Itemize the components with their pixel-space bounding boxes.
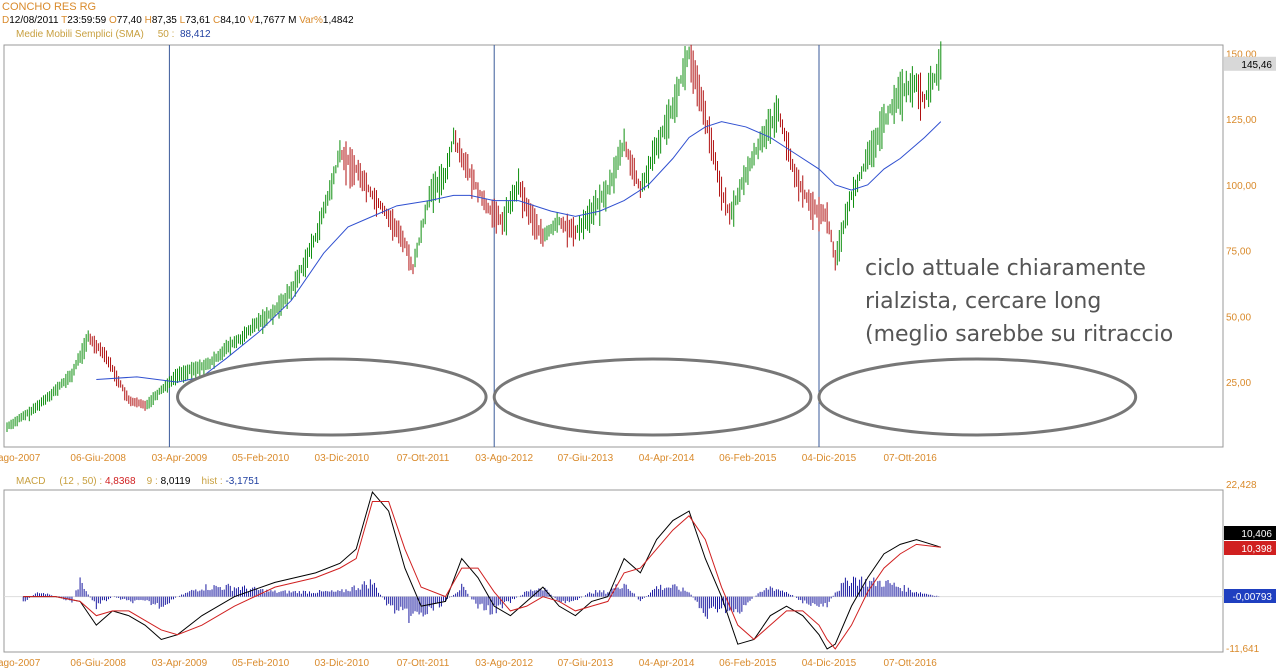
- macd-tag-label: 10,406: [1241, 529, 1272, 540]
- time-key: T: [61, 15, 68, 26]
- price-x-tick-label: 06-Giu-2008: [70, 453, 126, 464]
- last-price-tag: 145,46: [1224, 56, 1276, 71]
- high-value: 87,35: [151, 15, 177, 26]
- price-panel-frame: [3, 44, 1224, 448]
- close-value: 84,10: [220, 15, 246, 26]
- signal-line: [23, 501, 941, 650]
- macd-x-tick-label: 07-Ott-2011: [397, 658, 450, 668]
- macd-x-tick-label: 07-Giu-2013: [558, 658, 614, 668]
- sma-label: Medie Mobili Semplici (SMA): [16, 29, 144, 40]
- macd-x-tick-label: 05-Feb-2010: [232, 658, 290, 668]
- macd-x-tick-label: 03-Dic-2010: [315, 658, 370, 668]
- macd-x-tick-label: 03-Ago-2012: [475, 658, 533, 668]
- macd-params: (12 , 50) :: [59, 476, 103, 487]
- macd-x-tick-label: 07-Ott-2016: [884, 658, 938, 668]
- annotation-note: ciclo attuale chiaramente rialzista, cer…: [865, 252, 1225, 351]
- sma-legend: Medie Mobili Semplici (SMA) 50 : 88,412: [16, 29, 211, 41]
- price-x-tick-label: 07-Giu-2013: [558, 453, 614, 464]
- price-y-tick-label: 100,00: [1226, 181, 1257, 192]
- date-value: 12/08/2011: [9, 15, 59, 26]
- sma-period: 50 :: [157, 29, 175, 40]
- macd-panel-frame: [3, 489, 1224, 653]
- macd-x-axis: ago-2007 06-Giu-2008 03-Apr-2009 05-Feb-201…: [0, 658, 937, 668]
- low-key: L: [179, 15, 186, 26]
- open-value: 77,40: [116, 15, 142, 26]
- volume-key: V: [248, 15, 255, 26]
- price-x-tick-label: 04-Dic-2015: [802, 453, 857, 464]
- macd-y-tick-bottom: -11,641: [1226, 644, 1260, 655]
- macd-panel[interactable]: 22,428 -11,641 ago-2007 06-Giu-2008 03-Apr-…: [0, 480, 1276, 668]
- price-y-axis: 150,00 125,00 100,00 75,00 50,00 25,00: [1226, 49, 1257, 389]
- cycle-ellipse: [492, 357, 813, 437]
- cycle-ellipse: [817, 357, 1138, 437]
- hist-label: hist :: [201, 476, 223, 487]
- macd-value: 4,8368: [104, 476, 136, 487]
- hist-value: -3,1751: [225, 476, 260, 487]
- macd-legend: MACD (12 , 50) : 4,8368 9 : 8,0119 hist …: [16, 476, 259, 488]
- open-key: O: [108, 15, 117, 26]
- price-x-tick-label: 03-Ago-2012: [475, 453, 533, 464]
- high-key: H: [144, 15, 152, 26]
- price-panel[interactable]: 150,00 125,00 100,00 75,00 50,00 25,00 ago-20…: [0, 41, 1276, 464]
- macd-tag-box: [1224, 541, 1276, 555]
- price-x-tick-label: 07-Ott-2011: [397, 453, 450, 464]
- price-series: [6, 41, 942, 433]
- ohlc-readout: D12/08/2011 T23:59:59 O77,40 H87,35 L73,…: [2, 15, 354, 27]
- volume-value: 1,7677 M: [254, 15, 297, 26]
- macd-tag-label: -0,00793: [1233, 592, 1273, 603]
- macd-y-tick-top: 22,428: [1226, 480, 1257, 491]
- price-x-tick-label: 03-Apr-2009: [152, 453, 208, 464]
- macd-x-tick-label: 04-Apr-2014: [639, 658, 695, 668]
- macd-x-tick-label: 04-Dic-2015: [802, 658, 857, 668]
- price-y-tick-label: 125,00: [1226, 115, 1257, 126]
- signal-value: 8,0119: [160, 476, 191, 487]
- price-x-tick-label: 04-Apr-2014: [639, 453, 695, 464]
- price-x-tick-label: 03-Dic-2010: [315, 453, 370, 464]
- price-x-tick-label: 05-Feb-2010: [232, 453, 290, 464]
- time-value: 23:59:59: [67, 15, 107, 26]
- sma-series: [96, 121, 942, 383]
- low-value: 73,61: [185, 15, 211, 26]
- price-y-tick-label: 25,00: [1226, 378, 1251, 389]
- sma-line: [96, 121, 942, 383]
- var-key: Var%: [299, 15, 323, 26]
- price-y-tick-label: 75,00: [1226, 247, 1251, 258]
- macd-lines: [23, 491, 941, 650]
- price-y-tick-label: 50,00: [1226, 312, 1251, 323]
- sma-value: 88,412: [179, 29, 211, 40]
- macd-label: MACD: [16, 476, 46, 487]
- annotation-line-2: rialzista, cercare long: [865, 289, 1102, 314]
- var-value: 1,4842: [322, 15, 354, 26]
- cycle-ellipses: [176, 357, 1138, 437]
- macd-tag-label: 10,398: [1241, 544, 1272, 555]
- price-x-tick-label: 07-Ott-2016: [884, 453, 938, 464]
- price-y-tick-label: 150,00: [1226, 49, 1257, 60]
- annotation-line-1: ciclo attuale chiaramente: [865, 256, 1146, 281]
- annotation-line-3: (meglio sarebbe su ritraccio: [865, 322, 1174, 347]
- cycle-ellipse: [176, 357, 488, 437]
- macd-tag-box: [1224, 589, 1276, 603]
- price-x-tick-label: ago-2007: [0, 453, 41, 464]
- macd-x-tick-label: 03-Apr-2009: [152, 658, 208, 668]
- last-price-label: 145,46: [1241, 60, 1272, 71]
- date-key: D: [2, 15, 10, 26]
- instrument-title: CONCHO RES RG: [2, 1, 97, 13]
- signal-period: 9 :: [146, 476, 158, 487]
- last-price-box: [1224, 56, 1276, 71]
- macd-value-tags: 10,406 10,398 -0,00793: [1224, 526, 1276, 603]
- macd-x-tick-label: ago-2007: [0, 658, 41, 668]
- macd-line: [23, 491, 941, 650]
- macd-x-tick-label: 06-Giu-2008: [70, 658, 126, 668]
- price-x-tick-label: 06-Feb-2015: [719, 453, 777, 464]
- macd-tag-box: [1224, 526, 1276, 540]
- macd-x-tick-label: 06-Feb-2015: [719, 658, 777, 668]
- price-x-axis: ago-2007 06-Giu-2008 03-Apr-2009 05-Feb-201…: [0, 453, 937, 464]
- close-key: C: [213, 15, 221, 26]
